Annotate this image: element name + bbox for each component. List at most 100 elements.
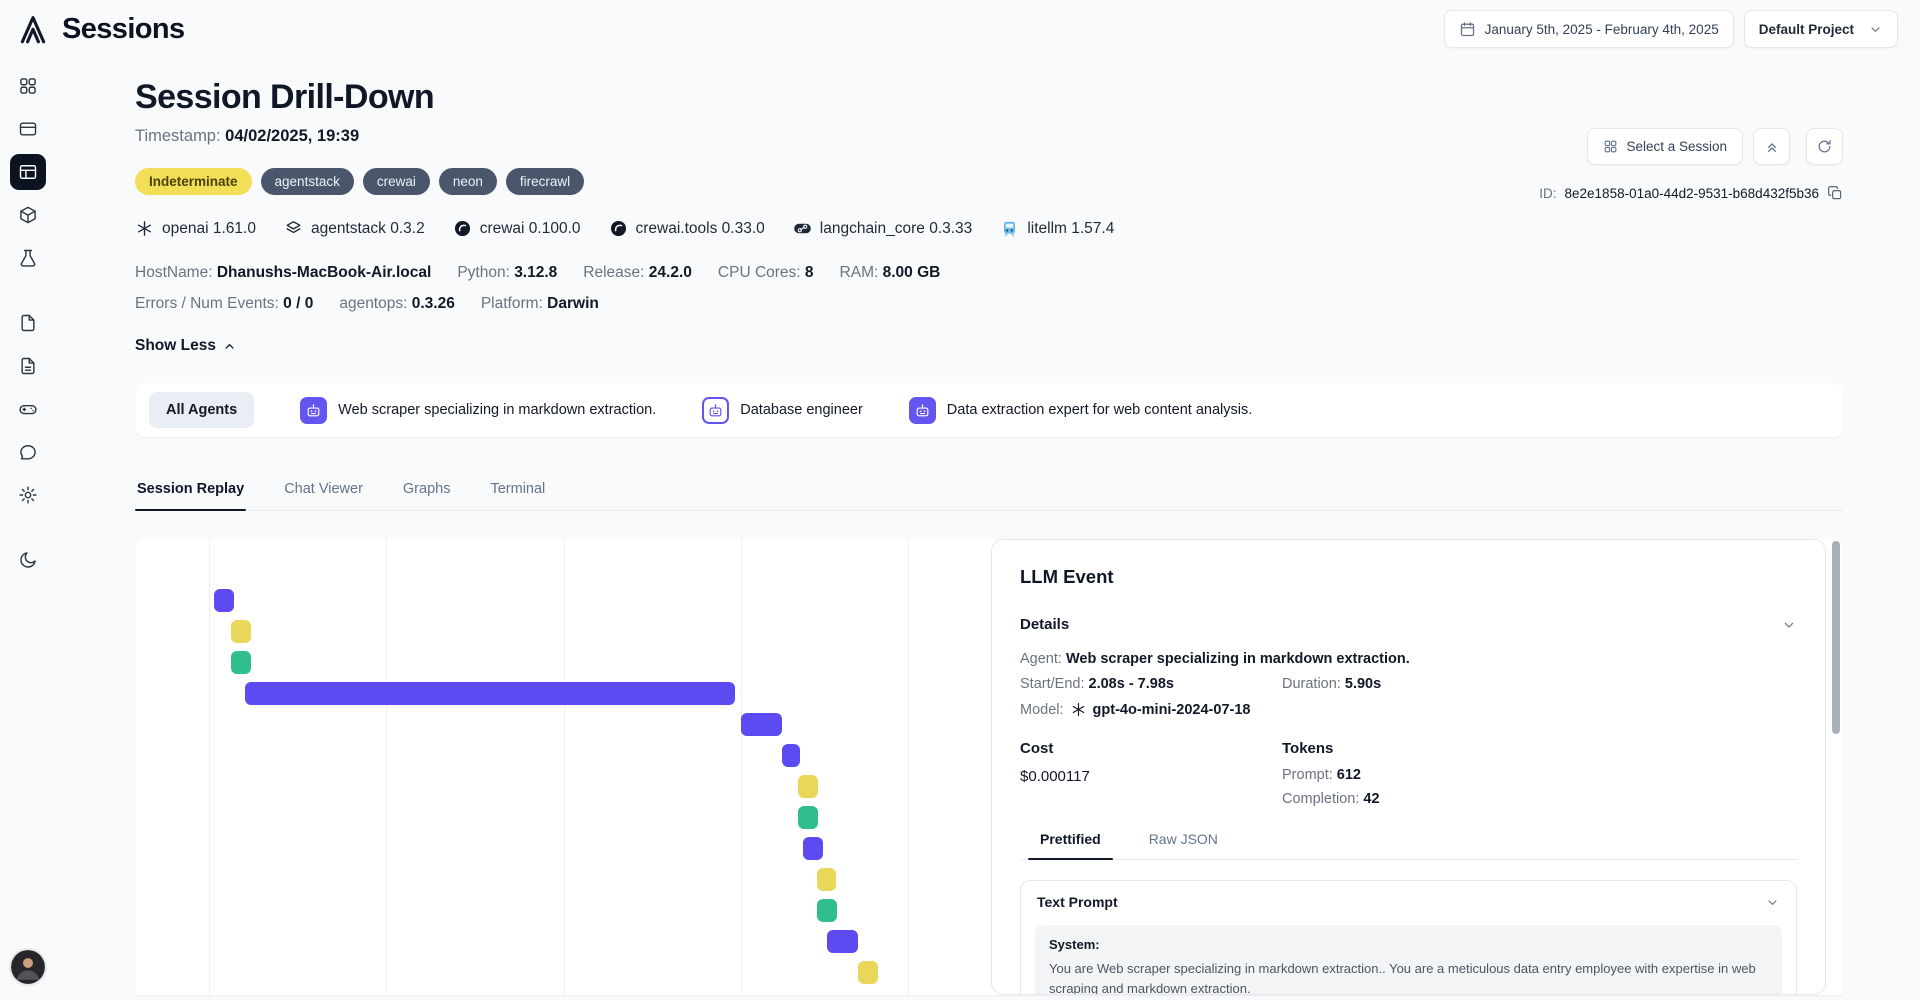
packages-row: openai 1.61.0 agentstack 0.3.2 crewai 0.10… — [135, 219, 1843, 238]
info-pair: HostName: Dhanushs-MacBook-Air.local — [135, 264, 432, 281]
gantt-bar-purple[interactable] — [740, 713, 782, 736]
cost-label: Cost — [1020, 740, 1054, 757]
info-pair: CPU Cores: 8 — [717, 264, 814, 281]
agentops-logo-icon — [12, 9, 54, 49]
agent-item-label: Web scraper specializing in markdown ext… — [338, 402, 657, 418]
info-pair: agentops: 0.3.26 — [339, 295, 455, 312]
start-end-field: Start/End: 2.08s - 7.98s — [1020, 676, 1282, 692]
timestamp-label: Timestamp: — [135, 127, 221, 145]
gantt-bar-yellow[interactable] — [858, 961, 879, 984]
session-tag: neon — [438, 168, 497, 195]
gantt-bar-purple[interactable] — [781, 744, 801, 767]
package-item: langchain_core 0.3.33 — [793, 219, 973, 238]
info-pair: Python: 3.12.8 — [457, 264, 558, 281]
sidebar-item-dashboard[interactable] — [10, 68, 46, 104]
completion-value: 42 — [1363, 791, 1380, 807]
chevron-down-icon — [1868, 22, 1883, 37]
scrollbar-track[interactable] — [1831, 541, 1841, 993]
agentstack-icon — [284, 219, 303, 238]
package-label: langchain_core 0.3.33 — [819, 219, 973, 237]
agents-list: Web scraper specializing in markdown ext… — [300, 396, 1252, 424]
all-agents-button[interactable]: All Agents — [149, 392, 255, 428]
tab-terminal[interactable]: Terminal — [490, 481, 546, 497]
sidebar-item-chat[interactable] — [10, 434, 46, 470]
system-prompt-label: System: — [1049, 937, 1100, 952]
timing-row: Start/End: 2.08s - 7.98s Duration: 5.90s — [1020, 676, 1797, 692]
prompt-label: Prompt: — [1282, 767, 1333, 783]
gantt-bar-yellow[interactable] — [816, 868, 836, 891]
top-bar: Sessions January 5th, 2025 - February 4t… — [0, 0, 1920, 52]
sidebar-item-docs[interactable] — [10, 305, 46, 341]
gantt-bar-yellow[interactable] — [798, 775, 818, 798]
agent-label: Agent: — [1020, 651, 1062, 667]
scrollbar-thumb[interactable] — [1832, 541, 1840, 734]
gantt-bar-green[interactable] — [816, 899, 837, 922]
date-range-picker[interactable]: January 5th, 2025 - February 4th, 2025 — [1443, 10, 1734, 48]
session-id-row: ID: 8e2e1858-01a0-44d2-9531-b68d432f5b36 — [1539, 185, 1843, 201]
gantt-bar-purple[interactable] — [826, 930, 859, 953]
session-header: Session Drill-Down Timestamp: 04/02/2025… — [135, 78, 1843, 355]
grid-icon — [18, 76, 38, 96]
file-icon — [18, 313, 38, 333]
select-session-button[interactable]: Select a Session — [1587, 128, 1743, 165]
show-less-button[interactable]: Show Less — [135, 337, 237, 355]
view-tab-prettified[interactable]: Prettified — [1020, 831, 1121, 860]
model-value: gpt-4o-mini-2024-07-18 — [1092, 701, 1251, 718]
card-icon — [18, 119, 38, 139]
gantt-bar-yellow[interactable] — [231, 620, 252, 643]
duration-label: Duration: — [1282, 676, 1341, 692]
tags-row: Indeterminate agentstack crewai neon firecra… — [135, 168, 1843, 195]
robot-icon — [300, 396, 328, 424]
sidebar — [0, 52, 56, 1000]
completion-tokens-field: Completion: 42 — [1282, 791, 1797, 807]
duration-value: 5.90s — [1344, 676, 1382, 692]
sidebar-item-playground[interactable] — [10, 391, 46, 427]
tab-session-replay[interactable]: Session Replay — [135, 481, 247, 511]
package-label: crewai.tools 0.33.0 — [635, 219, 765, 237]
cost-block: Cost $0.000117 — [1020, 740, 1282, 807]
gantt-gridline — [907, 539, 909, 995]
copy-icon[interactable] — [1827, 185, 1843, 201]
sidebar-item-sessions[interactable] — [10, 154, 46, 190]
text-prompt-toggle[interactable]: Text Prompt — [1021, 881, 1796, 923]
gantt-bar-purple[interactable] — [803, 837, 824, 860]
sidebar-item-theme-toggle[interactable] — [10, 542, 46, 578]
view-tabs: Prettified Raw JSON — [1020, 831, 1797, 860]
gantt-bar-green[interactable] — [797, 806, 818, 829]
details-section-toggle[interactable]: Details — [1020, 616, 1797, 633]
agent-item[interactable]: Data extraction expert for web content a… — [908, 396, 1252, 424]
sidebar-item-packages[interactable] — [10, 197, 46, 233]
tab-graphs[interactable]: Graphs — [402, 481, 451, 497]
text-prompt-section: Text Prompt System: You are Web scraper … — [1020, 880, 1797, 994]
sidebar-item-settings[interactable] — [10, 477, 46, 513]
gantt-gridline — [208, 539, 210, 995]
user-avatar[interactable] — [9, 948, 47, 986]
agent-item[interactable]: Web scraper specializing in markdown ext… — [300, 396, 657, 424]
grid-small-icon — [1603, 139, 1618, 154]
refresh-button[interactable] — [1806, 128, 1843, 165]
timestamp-value: 04/02/2025, 19:39 — [225, 127, 360, 145]
package-label: agentstack 0.3.2 — [310, 219, 425, 237]
gantt-bar-purple[interactable] — [214, 589, 235, 612]
agent-item[interactable]: Database engineer — [702, 396, 863, 424]
gantt-bar-green[interactable] — [231, 651, 252, 674]
sidebar-item-billing[interactable] — [10, 111, 46, 147]
gear-icon — [18, 485, 38, 505]
collapse-button[interactable] — [1753, 128, 1790, 165]
tab-chat-viewer[interactable]: Chat Viewer — [284, 481, 363, 497]
tokens-block: Tokens Prompt: 612 Completion: 42 — [1282, 740, 1797, 807]
sidebar-item-logs[interactable] — [10, 348, 46, 384]
select-session-label: Select a Session — [1626, 139, 1727, 154]
project-selector[interactable]: Default Project — [1743, 10, 1898, 48]
top-bar-right: January 5th, 2025 - February 4th, 2025 D… — [1443, 10, 1898, 48]
system-prompt-box: System: You are Web scraper specializing… — [1035, 925, 1782, 994]
view-tab-raw-json[interactable]: Raw JSON — [1148, 831, 1218, 847]
package-label: litellm 1.57.4 — [1027, 219, 1115, 237]
cube-icon — [18, 205, 38, 225]
session-tag: agentstack — [260, 168, 354, 195]
session-tag: crewai — [362, 168, 430, 195]
sidebar-item-evals[interactable] — [10, 240, 46, 276]
gantt-bar-purple[interactable] — [245, 682, 736, 705]
agent-item-label: Database engineer — [740, 402, 863, 418]
